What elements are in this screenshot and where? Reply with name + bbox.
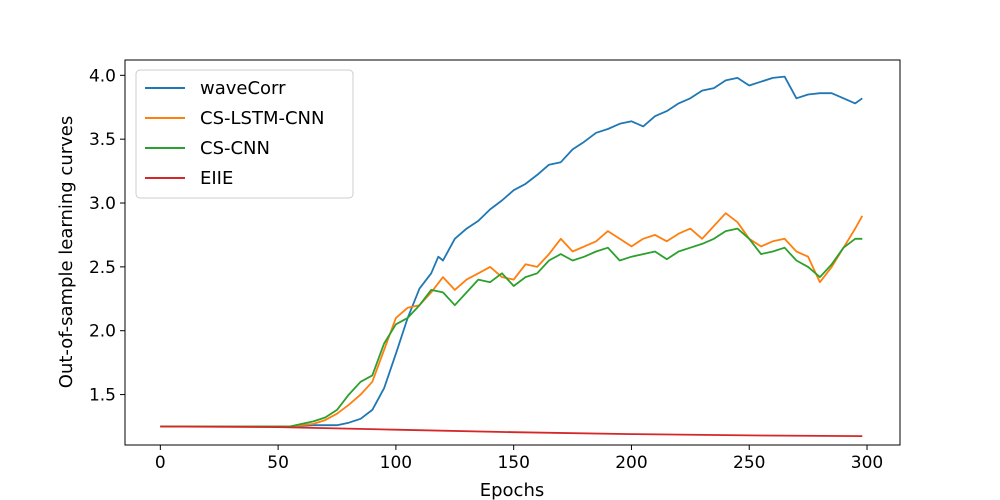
series-line-cs-lstm-cnn — [160, 212, 864, 428]
legend-label-cs-cnn: CS-CNN — [200, 138, 270, 159]
series-layer — [160, 75, 864, 437]
x-axis: 0 50 100 150 200 250 300 — [155, 445, 883, 473]
legend-label-wavecorr: waveCorr — [200, 78, 286, 99]
x-axis-label: Epochs — [480, 480, 545, 500]
y-tick-label: 3.5 — [89, 130, 116, 150]
x-tick-label: 150 — [497, 453, 529, 473]
x-tick-label: 100 — [380, 453, 412, 473]
legend-box — [135, 69, 354, 199]
series-line-wavecorr — [160, 75, 863, 428]
x-tick-label: 50 — [267, 453, 289, 473]
plot-frame — [124, 59, 901, 446]
x-tick-label: 250 — [733, 453, 765, 473]
legend-label-eiie: EIIE — [200, 168, 233, 189]
y-tick-label: 3.0 — [89, 194, 116, 214]
y-tick-label: 2.0 — [89, 322, 116, 342]
x-tick-label: 200 — [615, 453, 647, 473]
series-line-cs-cnn — [160, 227, 863, 428]
legend: waveCorr CS-LSTM-CNN CS-CNN EIIE — [135, 69, 354, 199]
legend-label-cs-lstm-cnn: CS-LSTM-CNN — [200, 108, 324, 129]
x-tick-label: 300 — [851, 453, 883, 473]
series-line-eiie — [160, 425, 863, 437]
y-tick-label: 4.0 — [89, 66, 116, 86]
y-tick-label: 2.5 — [89, 258, 116, 278]
y-tick-label: 1.5 — [89, 386, 116, 406]
y-axis-label: Out-of-sample learning curves — [56, 116, 77, 388]
y-axis: 1.5 2.0 2.5 3.0 3.5 4.0 — [89, 66, 125, 406]
x-tick-label: 0 — [155, 453, 166, 473]
